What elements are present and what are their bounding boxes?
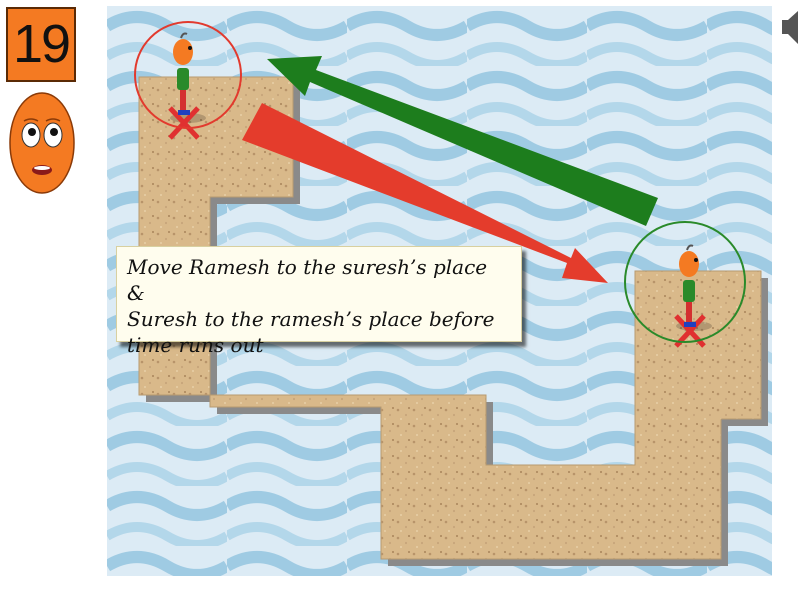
speaker-icon[interactable] xyxy=(778,8,800,48)
timer-display: 19 xyxy=(6,7,76,82)
ramesh-marker xyxy=(134,21,242,129)
suresh-marker xyxy=(624,221,746,343)
timer-value: 19 xyxy=(12,14,71,74)
green-arrow xyxy=(267,56,658,226)
instruction-text: Move Ramesh to the suresh’s place & Sure… xyxy=(127,255,495,357)
character-ramesh[interactable] xyxy=(168,32,206,140)
worried-face-icon xyxy=(9,92,75,194)
instruction-note: Move Ramesh to the suresh’s place & Sure… xyxy=(116,246,522,357)
red-arrow xyxy=(242,103,608,283)
